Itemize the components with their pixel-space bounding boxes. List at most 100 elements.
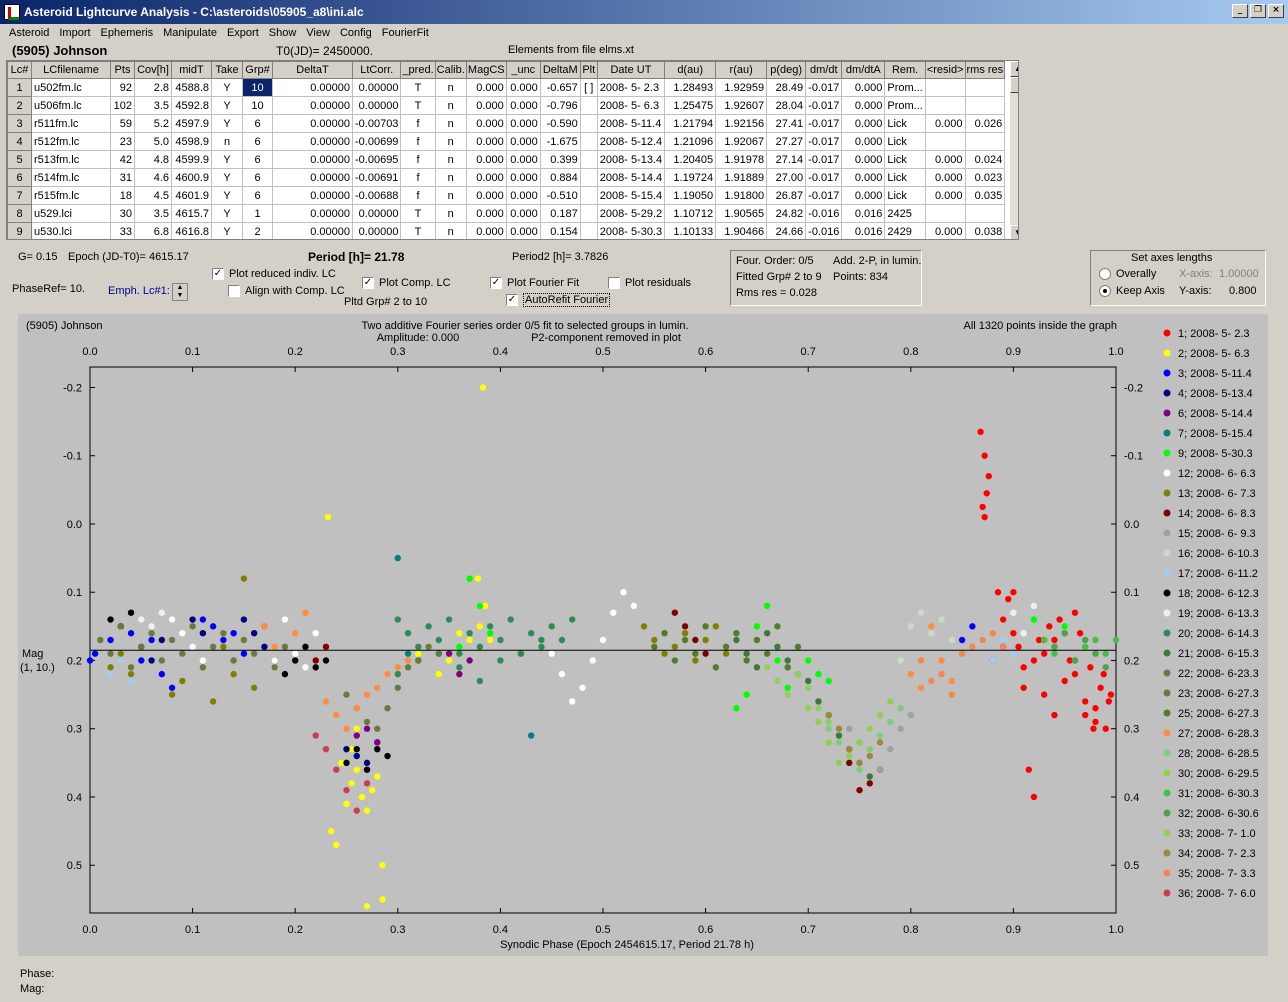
- column-header[interactable]: Grp#: [242, 61, 273, 79]
- column-header[interactable]: MagCS: [465, 61, 507, 79]
- scroll-down-button[interactable]: ▼: [1010, 225, 1018, 239]
- row-number[interactable]: 1: [7, 78, 32, 97]
- table-cell[interactable]: -0.017: [805, 96, 843, 115]
- menu-view[interactable]: View: [306, 27, 330, 39]
- table-cell[interactable]: T: [400, 222, 436, 239]
- menu-manipulate[interactable]: Manipulate: [163, 27, 217, 39]
- restore-button[interactable]: ❐: [1250, 4, 1266, 18]
- table-cell[interactable]: -0.00699: [351, 132, 402, 151]
- table-cell[interactable]: Y: [211, 114, 243, 133]
- table-cell[interactable]: 0.000: [465, 96, 507, 115]
- table-cell[interactable]: 0.000: [924, 168, 966, 187]
- column-header[interactable]: p(deg): [766, 61, 807, 79]
- table-cell[interactable]: 2008- 5-30.3: [596, 222, 666, 239]
- lightcurve-plot[interactable]: (5905) Johnson Two additive Fourier seri…: [18, 314, 1268, 956]
- table-cell[interactable]: 1.19724: [664, 168, 717, 187]
- scroll-thumb[interactable]: [1010, 77, 1018, 93]
- table-cell[interactable]: Y: [211, 186, 243, 205]
- table-cell[interactable]: [924, 78, 966, 97]
- table-cell[interactable]: 0.187: [539, 204, 581, 223]
- table-cell[interactable]: 0.000: [841, 96, 886, 115]
- table-cell[interactable]: 0.00000: [272, 150, 353, 169]
- table-cell[interactable]: -0.017: [805, 168, 843, 187]
- table-cell[interactable]: 6: [242, 132, 273, 151]
- table-cell[interactable]: 4616.8: [171, 222, 212, 239]
- table-cell[interactable]: -0.510: [539, 186, 581, 205]
- table-cell[interactable]: n: [434, 78, 467, 97]
- table-cell[interactable]: u530.lci: [31, 222, 111, 239]
- period2-value[interactable]: Period2 [h]= 3.7826: [512, 251, 609, 263]
- menu-import[interactable]: Import: [59, 27, 91, 39]
- table-scrollbar[interactable]: ▲ ▼: [1010, 61, 1018, 239]
- table-cell[interactable]: 102: [110, 96, 135, 115]
- table-cell[interactable]: 0.00000: [351, 222, 402, 239]
- table-cell[interactable]: -0.590: [539, 114, 581, 133]
- table-cell[interactable]: 4592.8: [171, 96, 212, 115]
- table-cell[interactable]: 0.000: [465, 132, 507, 151]
- table-cell[interactable]: 0.000: [505, 132, 541, 151]
- table-cell[interactable]: 0.000: [841, 150, 886, 169]
- table-cell[interactable]: -0.657: [539, 78, 581, 97]
- table-row[interactable]: 4 r512fm.lc 23 5.0 4598.9 n 6 0.00000 -0.00699 f n…: [7, 132, 1006, 151]
- table-cell[interactable]: [964, 204, 1006, 223]
- table-cell[interactable]: -0.796: [539, 96, 581, 115]
- table-cell[interactable]: 10: [242, 78, 273, 97]
- table-cell[interactable]: -0.016: [805, 222, 843, 239]
- table-cell[interactable]: 0.00000: [272, 114, 353, 133]
- menu-fourierfit[interactable]: FourierFit: [381, 27, 429, 39]
- close-button[interactable]: ×: [1268, 4, 1284, 18]
- table-cell[interactable]: 0.000: [924, 186, 966, 205]
- table-cell[interactable]: [964, 96, 1006, 115]
- table-cell[interactable]: [579, 204, 598, 223]
- table-cell[interactable]: 0.000: [465, 114, 507, 133]
- table-cell[interactable]: [964, 78, 1006, 97]
- table-cell[interactable]: 1.20405: [664, 150, 717, 169]
- table-cell[interactable]: r513fm.lc: [31, 150, 111, 169]
- table-cell[interactable]: 6.8: [134, 222, 172, 239]
- column-header[interactable]: Take: [211, 61, 243, 79]
- table-cell[interactable]: 0.000: [924, 114, 966, 133]
- table-cell[interactable]: 0.000: [505, 78, 541, 97]
- table-cell[interactable]: 2008- 5-29.2: [596, 204, 666, 223]
- table-cell[interactable]: 92: [110, 78, 135, 97]
- table-cell[interactable]: 31: [110, 168, 135, 187]
- table-cell[interactable]: [579, 150, 598, 169]
- row-number[interactable]: 2: [7, 96, 32, 115]
- table-cell[interactable]: 4.8: [134, 150, 172, 169]
- table-cell[interactable]: Y: [211, 78, 243, 97]
- column-header[interactable]: Rem.: [884, 61, 926, 79]
- column-header[interactable]: _pred.: [400, 61, 436, 79]
- table-cell[interactable]: Prom...: [884, 96, 926, 115]
- table-row[interactable]: 6 r514fm.lc 31 4.6 4600.9 Y 6 0.00000 -0.00691 f n…: [7, 168, 1006, 187]
- table-cell[interactable]: 1.10133: [664, 222, 717, 239]
- table-cell[interactable]: 0.024: [964, 150, 1006, 169]
- table-cell[interactable]: -0.017: [805, 186, 843, 205]
- table-cell[interactable]: 1.92959: [715, 78, 768, 97]
- table-cell[interactable]: 0.154: [539, 222, 581, 239]
- table-cell[interactable]: r515fm.lc: [31, 186, 111, 205]
- plot-panel[interactable]: (5905) Johnson Two additive Fourier seri…: [18, 314, 1268, 956]
- table-cell[interactable]: [579, 96, 598, 115]
- row-number[interactable]: 5: [7, 150, 32, 169]
- table-cell[interactable]: 2.8: [134, 78, 172, 97]
- table-cell[interactable]: 2429: [884, 222, 926, 239]
- table-cell[interactable]: 1.92156: [715, 114, 768, 133]
- table-cell[interactable]: -0.00703: [351, 114, 402, 133]
- table-cell[interactable]: 0.000: [465, 78, 507, 97]
- table-cell[interactable]: 0.000: [841, 186, 886, 205]
- table-cell[interactable]: u506fm.lc: [31, 96, 111, 115]
- column-header[interactable]: rms res: [964, 61, 1006, 79]
- table-cell[interactable]: [924, 96, 966, 115]
- column-header[interactable]: dm/dtA: [841, 61, 886, 79]
- table-cell[interactable]: Y: [211, 168, 243, 187]
- table-cell[interactable]: 0.035: [964, 186, 1006, 205]
- table-cell[interactable]: 5.2: [134, 114, 172, 133]
- table-cell[interactable]: 4615.7: [171, 204, 212, 223]
- row-number[interactable]: 4: [7, 132, 32, 151]
- table-cell[interactable]: 1.10712: [664, 204, 717, 223]
- table-cell[interactable]: n: [211, 132, 243, 151]
- table-cell[interactable]: 1.91978: [715, 150, 768, 169]
- table-cell[interactable]: 1.21794: [664, 114, 717, 133]
- table-cell[interactable]: n: [434, 204, 467, 223]
- table-cell[interactable]: 4597.9: [171, 114, 212, 133]
